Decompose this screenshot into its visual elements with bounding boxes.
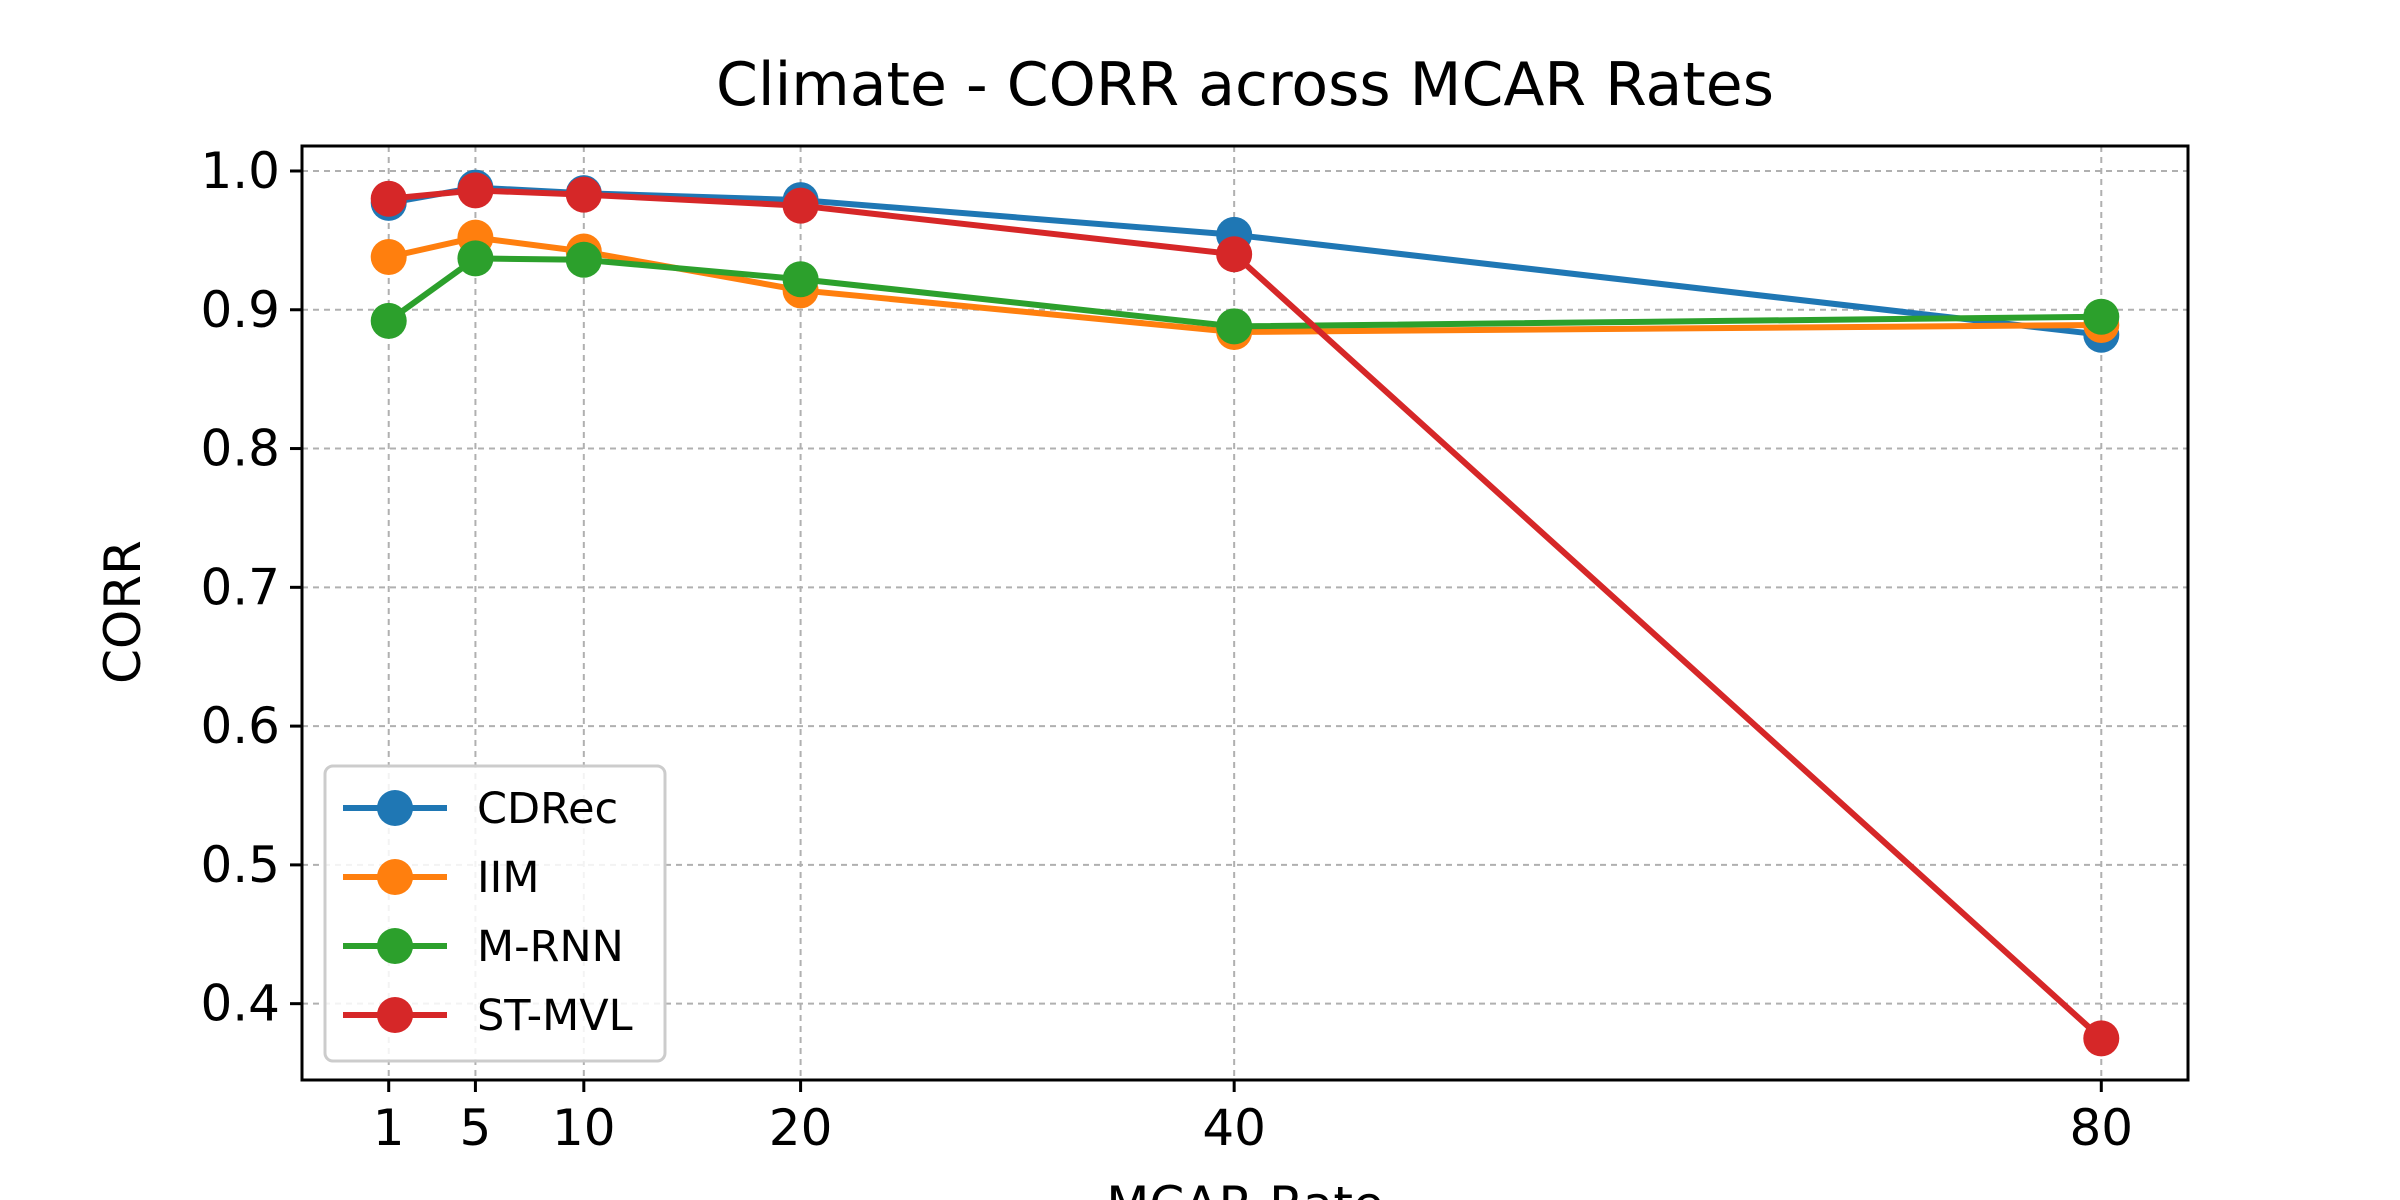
y-tick-label: 1.0 bbox=[200, 142, 280, 200]
legend-item-cdrec: CDRec bbox=[343, 784, 618, 834]
data-point-m-rnn bbox=[2083, 298, 2120, 335]
legend-label: CDRec bbox=[477, 784, 618, 834]
legend: CDRec IIM M-RNN ST-MVL bbox=[323, 764, 667, 1063]
legend-marker bbox=[377, 859, 413, 895]
plot-frame bbox=[300, 144, 2190, 1082]
legend-marker bbox=[377, 997, 413, 1033]
x-tick-label: 5 bbox=[460, 1099, 492, 1157]
data-point-m-rnn bbox=[782, 261, 819, 298]
data-series bbox=[370, 169, 2120, 1057]
legend-label: ST-MVL bbox=[477, 991, 633, 1041]
legend-item-m-rnn: M-RNN bbox=[343, 922, 624, 972]
x-tick-label: 40 bbox=[1202, 1099, 1266, 1157]
data-point-iim bbox=[370, 239, 407, 276]
data-point-m-rnn bbox=[457, 240, 494, 277]
legend-box bbox=[323, 764, 667, 1063]
y-tick-label: 0.6 bbox=[200, 697, 280, 755]
data-point-m-rnn bbox=[1216, 308, 1253, 345]
data-point-st-mvl bbox=[2083, 1020, 2120, 1057]
legend-label: M-RNN bbox=[477, 922, 624, 972]
y-tick-label: 0.8 bbox=[200, 420, 280, 478]
y-tick-label: 0.9 bbox=[200, 281, 280, 339]
x-tick-label: 10 bbox=[552, 1099, 616, 1157]
legend-label: IIM bbox=[477, 853, 539, 903]
legend-item-st-mvl: ST-MVL bbox=[343, 991, 633, 1041]
data-point-m-rnn bbox=[565, 241, 602, 278]
legend-marker bbox=[377, 790, 413, 826]
y-tick-label: 0.4 bbox=[200, 975, 280, 1033]
data-point-st-mvl bbox=[370, 180, 407, 217]
series-st-mvl bbox=[370, 172, 2120, 1057]
data-point-st-mvl bbox=[1216, 236, 1253, 273]
x-axis-label: MCAR Rate bbox=[1106, 1176, 1384, 1200]
series-m-rnn bbox=[370, 240, 2120, 345]
y-tick-label: 0.5 bbox=[200, 836, 280, 894]
legend-item-iim: IIM bbox=[343, 853, 539, 903]
x-tick-label: 80 bbox=[2069, 1099, 2133, 1157]
x-tick-label: 20 bbox=[769, 1099, 833, 1157]
y-axis-label: CORR bbox=[94, 540, 152, 684]
data-point-m-rnn bbox=[370, 302, 407, 339]
data-point-st-mvl bbox=[565, 176, 602, 213]
y-tick-label: 0.7 bbox=[200, 558, 280, 616]
x-tick-label: 1 bbox=[373, 1099, 405, 1157]
axes: 1 5 10 20 40 80 0.4 0.5 0.6 0.7 0.8 0.9 1.0 bbox=[200, 142, 2133, 1157]
chart-title: Climate - CORR across MCAR Rates bbox=[716, 50, 1774, 120]
data-point-st-mvl bbox=[782, 187, 819, 224]
legend-marker bbox=[377, 928, 413, 964]
data-point-st-mvl bbox=[457, 172, 494, 209]
